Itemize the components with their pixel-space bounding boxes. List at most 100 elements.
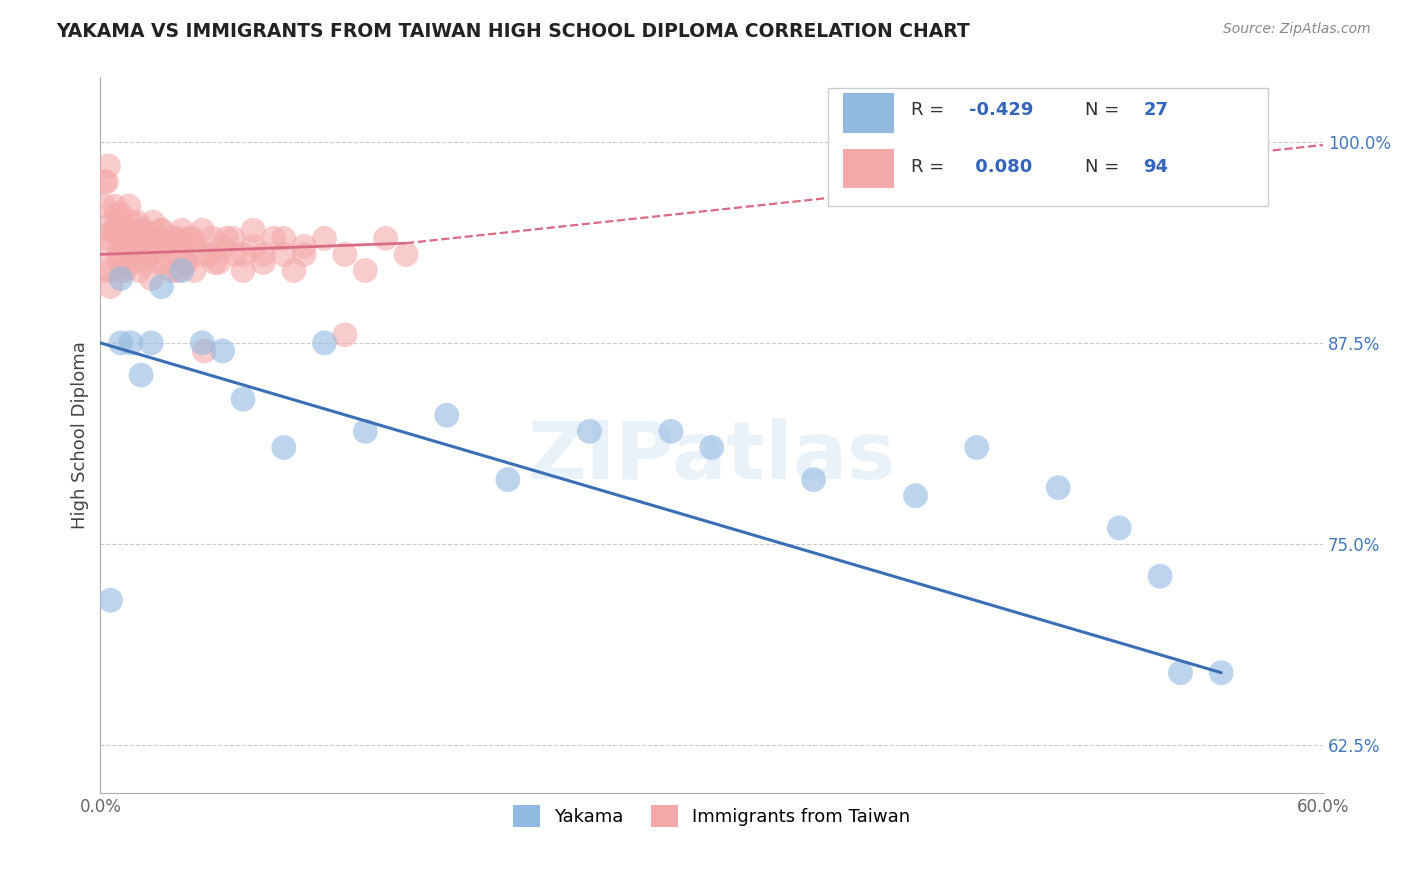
Point [1170,665,1192,680]
FancyBboxPatch shape [828,88,1268,206]
Point [181,231,204,245]
Point [700,441,723,455]
Point [146,231,169,245]
Point [111,223,134,237]
Point [803,473,825,487]
FancyBboxPatch shape [842,149,894,188]
Point [232,263,254,277]
Point [124,247,146,261]
Point [215,231,238,245]
Text: 94: 94 [1143,159,1168,177]
Point [354,425,377,439]
Point [496,473,519,487]
Point [211,239,233,253]
Point [191,335,214,350]
Point [252,255,274,269]
Text: N =: N = [1084,101,1125,119]
Point [314,231,336,245]
Point [104,223,127,237]
Point [292,247,315,261]
Point [160,263,183,277]
Point [115,239,138,253]
Point [273,441,295,455]
Point [333,327,356,342]
Point [120,215,142,229]
Point [273,231,295,245]
Point [141,271,163,285]
Point [283,263,305,277]
Point [104,199,127,213]
Point [183,239,205,253]
Point [179,231,201,245]
Point [93,199,115,213]
Point [120,231,142,245]
Point [125,239,148,253]
Point [148,255,170,269]
Point [136,247,159,261]
Point [174,255,197,269]
Point [114,263,136,277]
Point [170,263,193,277]
Point [201,231,224,245]
Text: -0.429: -0.429 [969,101,1033,119]
Point [125,215,148,229]
Y-axis label: High School Diploma: High School Diploma [72,342,89,529]
Text: R =: R = [911,101,950,119]
Point [128,263,150,277]
Point [100,593,122,607]
Point [166,231,188,245]
Point [155,255,177,269]
Point [129,223,152,237]
Point [578,425,600,439]
Point [141,335,163,350]
Point [966,441,988,455]
Text: Source: ZipAtlas.com: Source: ZipAtlas.com [1223,22,1371,37]
Point [100,263,122,277]
Point [232,392,254,407]
Point [159,239,181,253]
Text: 27: 27 [1143,101,1168,119]
Point [333,247,356,261]
Point [129,368,152,382]
Point [436,409,458,423]
Point [114,239,136,253]
Point [191,247,214,261]
Point [155,239,177,253]
Point [132,223,155,237]
Point [1149,569,1171,583]
Legend: Yakama, Immigrants from Taiwan: Yakama, Immigrants from Taiwan [506,798,918,834]
Point [142,215,165,229]
Point [141,247,163,261]
Point [191,223,214,237]
Point [659,425,682,439]
Point [105,207,128,221]
Point [97,231,120,245]
Point [263,231,285,245]
Point [138,239,160,253]
Point [160,231,183,245]
Point [232,247,254,261]
Text: N =: N = [1084,159,1125,177]
Point [1211,665,1233,680]
Point [904,489,927,503]
Point [273,247,295,261]
Point [120,223,142,237]
Point [145,231,167,245]
Point [252,247,274,261]
Text: YAKAMA VS IMMIGRANTS FROM TAIWAN HIGH SCHOOL DIPLOMA CORRELATION CHART: YAKAMA VS IMMIGRANTS FROM TAIWAN HIGH SC… [56,22,970,41]
Point [1047,481,1070,495]
Point [110,231,132,245]
Point [101,215,124,229]
Text: R =: R = [911,159,950,177]
Text: ZIPatlas: ZIPatlas [527,417,896,496]
Point [150,279,173,293]
Point [110,271,132,285]
Point [395,247,418,261]
Point [101,223,124,237]
Point [163,231,186,245]
Point [354,263,377,277]
Point [96,175,118,189]
Point [150,223,173,237]
Point [200,247,222,261]
Point [166,263,188,277]
